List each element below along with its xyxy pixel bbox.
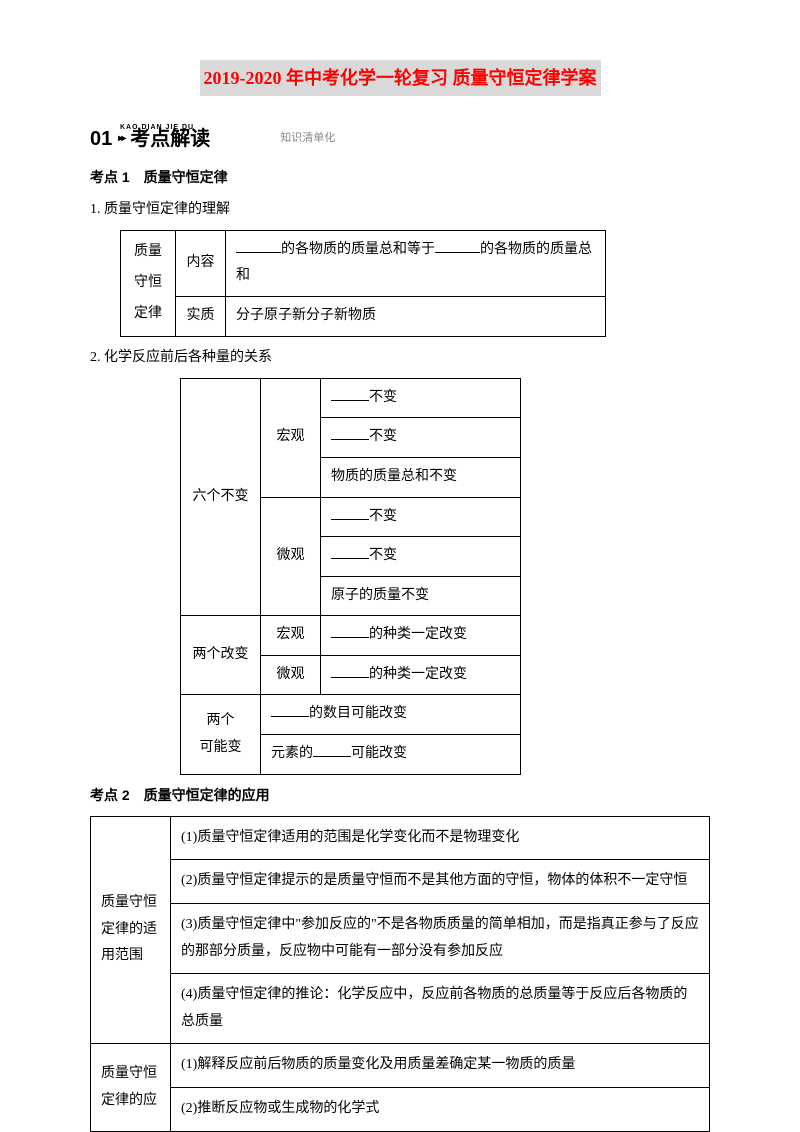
cell-label: 实质 (176, 296, 226, 336)
section-number: 01 (90, 121, 112, 157)
cell-content: 元素的可能改变 (261, 735, 521, 775)
cell-label: 宏观 (261, 616, 321, 656)
table-row: (3)质量守恒定律中"参加反应的"不是各物质质量的简单相加，而是指真正参与了反应… (91, 904, 710, 974)
cell-label: 宏观 (261, 378, 321, 497)
cell-label: 微观 (261, 497, 321, 616)
cell-label: 质量守恒定律的应 (91, 1044, 171, 1131)
cell-content: 的各物质的质量总和等于的各物质的质量总和 (226, 230, 606, 296)
cell-content: 不变 (321, 378, 521, 418)
cell-content: (2)推断反应物或生成物的化学式 (171, 1088, 710, 1132)
cell-label: 内容 (176, 230, 226, 296)
table-1: 质量守恒定律 内容 的各物质的质量总和等于的各物质的质量总和 实质 分子原子新分… (120, 230, 606, 337)
blank-field (331, 506, 369, 520)
cell-content: 的种类一定改变 (321, 616, 521, 656)
table-row: (2)推断反应物或生成物的化学式 (91, 1088, 710, 1132)
cell-content: (1)解释反应前后物质的质量变化及用质量差确定某一物质的质量 (171, 1044, 710, 1088)
section-subtitle: 知识清单化 (280, 129, 335, 149)
table-row: 质量守恒定律的适用范围 (1)质量守恒定律适用的范围是化学变化而不是物理变化 (91, 816, 710, 860)
table-row: 质量守恒定律的应 (1)解释反应前后物质的质量变化及用质量差确定某一物质的质量 (91, 1044, 710, 1088)
cell-content: 的种类一定改变 (321, 655, 521, 695)
table-row: 实质 分子原子新分子新物质 (121, 296, 606, 336)
paragraph-2: 2. 化学反应前后各种量的关系 (90, 345, 710, 370)
table-row: (4)质量守恒定律的推论：化学反应中，反应前各物质的总质量等于反应后各物质的总质… (91, 974, 710, 1044)
cell-content: (3)质量守恒定律中"参加反应的"不是各物质质量的简单相加，而是指真正参与了反应… (171, 904, 710, 974)
cell-content: (1)质量守恒定律适用的范围是化学变化而不是物理变化 (171, 816, 710, 860)
table-row: 六个不变 宏观 不变 (181, 378, 521, 418)
blank-field (331, 545, 369, 559)
cell-label: 质量守恒定律 (121, 230, 176, 336)
cell-label: 两个改变 (181, 616, 261, 695)
topic-1-heading: 考点 1 质量守恒定律 (90, 165, 710, 190)
section-header: 01 KAO DIAN JIE DU ▸▸ 考点解读 知识清单化 (90, 121, 710, 157)
table-row: (2)质量守恒定律提示的是质量守恒而不是其他方面的守恒，物体的体积不一定守恒 (91, 860, 710, 904)
cell-content: 分子原子新分子新物质 (226, 296, 606, 336)
table-row: 质量守恒定律 内容 的各物质的质量总和等于的各物质的质量总和 (121, 230, 606, 296)
cell-label: 质量守恒定律的适用范围 (91, 816, 171, 1044)
paragraph-1: 1. 质量守恒定律的理解 (90, 197, 710, 222)
table-3: 质量守恒定律的适用范围 (1)质量守恒定律适用的范围是化学变化而不是物理变化 (… (90, 816, 710, 1132)
cell-content: (4)质量守恒定律的推论：化学反应中，反应前各物质的总质量等于反应后各物质的总质… (171, 974, 710, 1044)
cell-content: 不变 (321, 537, 521, 577)
table-row: 两个可能变 的数目可能改变 (181, 695, 521, 735)
table-row: 两个改变 宏观 的种类一定改变 (181, 616, 521, 656)
blank-field (331, 664, 369, 678)
blank-field (331, 387, 369, 401)
cell-content: 原子的质量不变 (321, 576, 521, 616)
blank-field (331, 624, 369, 638)
topic-2-heading: 考点 2 质量守恒定律的应用 (90, 783, 710, 808)
cell-content: 的数目可能改变 (261, 695, 521, 735)
blank-field (236, 239, 281, 253)
blank-field (271, 703, 309, 717)
blank-field (313, 743, 351, 757)
blank-field (331, 426, 369, 440)
title-container: 2019-2020 年中考化学一轮复习 质量守恒定律学案 (90, 60, 710, 111)
cell-content: 物质的质量总和不变 (321, 457, 521, 497)
cell-content: (2)质量守恒定律提示的是质量守恒而不是其他方面的守恒，物体的体积不一定守恒 (171, 860, 710, 904)
cell-label: 两个可能变 (181, 695, 261, 774)
cell-content: 不变 (321, 497, 521, 537)
cell-content: 不变 (321, 418, 521, 458)
table-2: 六个不变 宏观 不变 不变 物质的质量总和不变 微观 不变 不变 原子的质量不变… (180, 378, 521, 775)
document-title: 2019-2020 年中考化学一轮复习 质量守恒定律学案 (200, 60, 601, 96)
cell-label: 六个不变 (181, 378, 261, 616)
section-pinyin: KAO DIAN JIE DU (120, 122, 194, 135)
blank-field (435, 239, 480, 253)
cell-label: 微观 (261, 655, 321, 695)
